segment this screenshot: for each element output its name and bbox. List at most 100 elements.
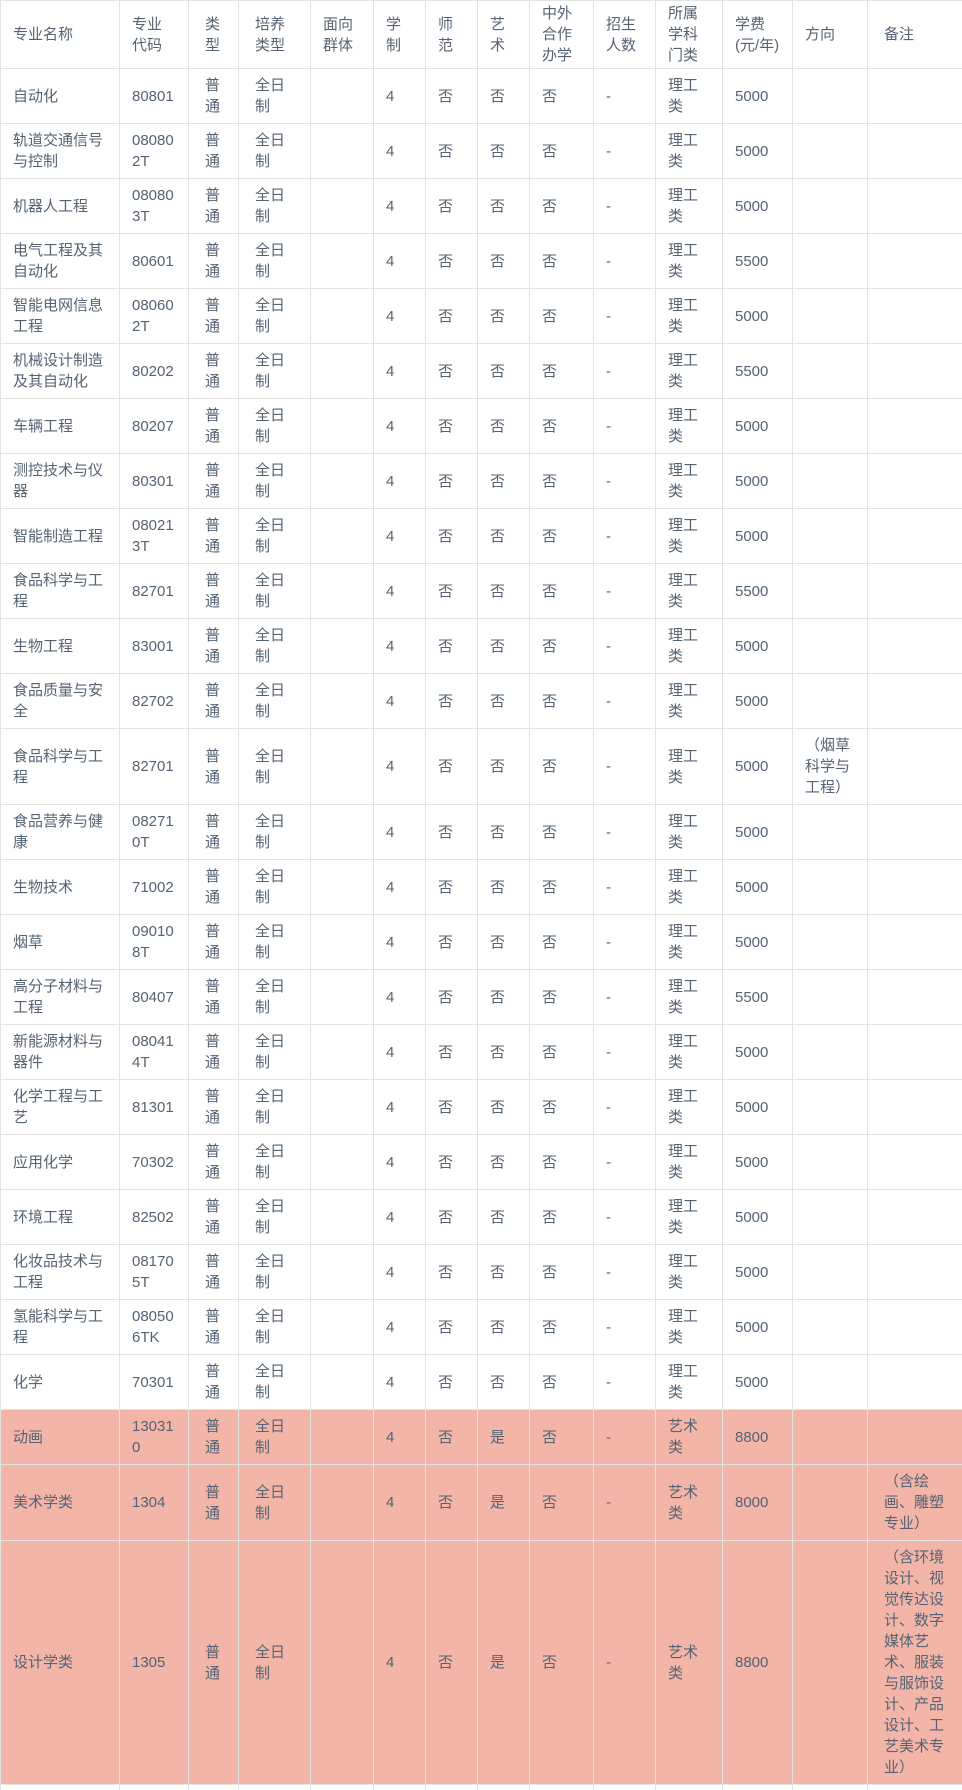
cell-duration: 4 [373, 563, 426, 619]
cell-direction [792, 1784, 868, 1790]
cell-training-type: 全日制 [238, 618, 311, 674]
cell-type: 普通 [188, 804, 239, 860]
cell-category: 理工类 [655, 1024, 723, 1080]
cell-teacher-training: 否 [425, 398, 478, 454]
cell-art: 是 [477, 1540, 530, 1785]
cell-major-name: 环境工程 [0, 1189, 120, 1245]
cell-direction [792, 1079, 868, 1135]
cell-category: 理工类 [655, 728, 723, 805]
cell-art: 否 [477, 969, 530, 1025]
cell-art: 否 [477, 1134, 530, 1190]
cell-remark [867, 178, 962, 234]
cell-target-group [310, 1464, 374, 1541]
cell-duration: 4 [373, 1024, 426, 1080]
cell-direction [792, 859, 868, 915]
cell-training-type: 全日制 [238, 233, 311, 289]
cell-type: 普通 [188, 1024, 239, 1080]
cell-teacher-training: 否 [425, 618, 478, 674]
cell-training-type: 全日制 [238, 343, 311, 399]
cell-enrollment: - [593, 969, 656, 1025]
cell-type: 普通 [188, 1134, 239, 1190]
cell-enrollment: - [593, 804, 656, 860]
header-art: 艺术 [477, 0, 530, 69]
cell-art: 否 [477, 233, 530, 289]
cell-tuition: 5000 [722, 508, 793, 564]
cell-major-code: 82701 [119, 728, 189, 805]
cell-type: 普通 [188, 563, 239, 619]
cell-target-group [310, 1354, 374, 1410]
cell-category: 理工类 [655, 288, 723, 344]
cell-direction [792, 1409, 868, 1465]
cell-major-code: 82701 [119, 563, 189, 619]
cell-training-type: 全日制 [238, 1024, 311, 1080]
cell-direction [792, 1464, 868, 1541]
cell-target-group [310, 68, 374, 124]
cell-target-group [310, 398, 374, 454]
cell-major-name: 化学 [0, 1354, 120, 1410]
cell-direction [792, 68, 868, 124]
cell-sino-foreign: 否 [529, 1024, 594, 1080]
cell-sino-foreign: 否 [529, 1464, 594, 1541]
cell-tuition: 5000 [722, 1244, 793, 1300]
cell-enrollment: - [593, 1784, 656, 1790]
cell-duration: 4 [373, 1784, 426, 1790]
cell-duration: 4 [373, 68, 426, 124]
cell-category: 理工类 [655, 123, 723, 179]
cell-major-code: 080414T [119, 1024, 189, 1080]
cell-type: 普通 [188, 343, 239, 399]
cell-duration: 4 [373, 123, 426, 179]
cell-art: 否 [477, 563, 530, 619]
cell-training-type: 全日制 [238, 1354, 311, 1410]
cell-type: 普通 [188, 1189, 239, 1245]
cell-enrollment: - [593, 1244, 656, 1300]
cell-art: 否 [477, 859, 530, 915]
cell-training-type: 全日制 [238, 1409, 311, 1465]
cell-tuition: 5000 [722, 453, 793, 509]
cell-duration: 4 [373, 1354, 426, 1410]
cell-duration: 4 [373, 453, 426, 509]
cell-sino-foreign: 否 [529, 1540, 594, 1785]
cell-remark [867, 68, 962, 124]
cell-major-name: 烟草 [0, 914, 120, 970]
table-row: 智能电网信息工程 080602T 普通 全日制 4 否 否 否 - 理工类 50… [0, 288, 962, 344]
cell-remark [867, 1409, 962, 1465]
header-target-group: 面向群体 [310, 0, 374, 69]
cell-teacher-training: 否 [425, 1299, 478, 1355]
cell-major-name: 食品科学与工程 [0, 728, 120, 805]
cell-duration: 4 [373, 804, 426, 860]
cell-category: 理工类 [655, 453, 723, 509]
cell-target-group [310, 618, 374, 674]
cell-category: 理工类 [655, 233, 723, 289]
header-teacher-training: 师范 [425, 0, 478, 69]
cell-major-name: 食品科学与工程 [0, 563, 120, 619]
table-row: 设计学类 1305 普通 全日制 4 否 是 否 - 艺术类 8800 （含环境… [0, 1540, 962, 1785]
cell-target-group [310, 914, 374, 970]
cell-remark [867, 1024, 962, 1080]
table-row: 生物工程 83001 普通 全日制 4 否 否 否 - 理工类 5000 [0, 618, 962, 674]
cell-target-group [310, 1024, 374, 1080]
cell-major-name: 生物技术 [0, 859, 120, 915]
cell-major-code: 81301 [119, 1079, 189, 1135]
cell-art: 否 [477, 123, 530, 179]
cell-type: 普通 [188, 1354, 239, 1410]
cell-enrollment: - [593, 178, 656, 234]
cell-remark [867, 859, 962, 915]
cell-remark [867, 123, 962, 179]
cell-major-name: 食品营养与健康 [0, 804, 120, 860]
cell-sino-foreign: 否 [529, 969, 594, 1025]
cell-type: 普通 [188, 288, 239, 344]
cell-sino-foreign: 否 [529, 1244, 594, 1300]
cell-type: 普通 [188, 123, 239, 179]
cell-category: 理工类 [655, 1189, 723, 1245]
cell-teacher-training: 否 [425, 1540, 478, 1785]
cell-direction [792, 618, 868, 674]
cell-remark [867, 1079, 962, 1135]
cell-direction [792, 969, 868, 1025]
cell-training-type: 全日制 [238, 68, 311, 124]
cell-sino-foreign: 否 [529, 1189, 594, 1245]
cell-category: 理工类 [655, 969, 723, 1025]
cell-tuition: 5500 [722, 343, 793, 399]
cell-tuition: 8800 [722, 1540, 793, 1785]
cell-duration: 4 [373, 673, 426, 729]
cell-sino-foreign: 否 [529, 288, 594, 344]
